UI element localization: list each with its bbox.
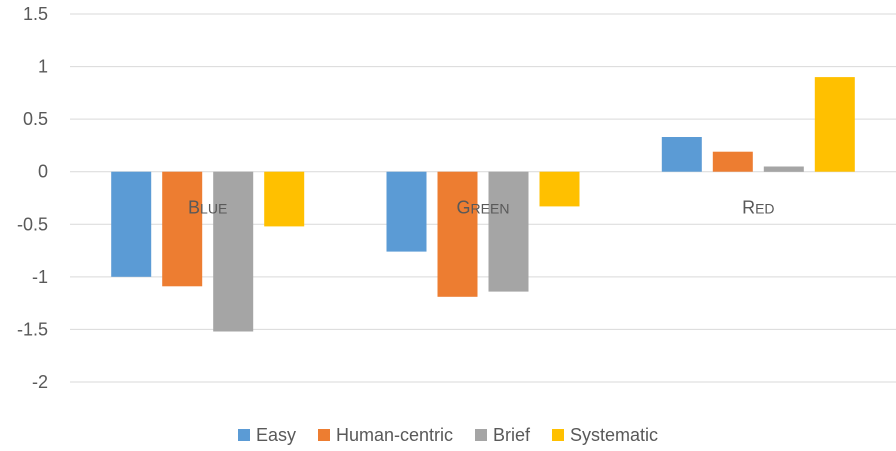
legend-label: Easy [255, 424, 296, 445]
legend-label: Human-centric [335, 424, 454, 445]
category-labels: BLUE GREEN RED [188, 198, 775, 218]
bar-human-centric-blue [162, 171, 203, 287]
legend-label: Systematic [570, 424, 659, 445]
category-label-blue: BLUE [188, 198, 227, 218]
category-label-red: RED [742, 198, 774, 218]
y-tick-label: -0.5 [17, 214, 48, 234]
bar-easy-green [386, 171, 427, 252]
legend-item-human-centric: Human-centric [317, 424, 454, 446]
legend-label: Brief [493, 424, 531, 445]
bar-human-centric-green [437, 171, 478, 297]
y-tick-label: -1.5 [17, 319, 48, 339]
bar-systematic-green [539, 171, 580, 207]
bar-brief-red [763, 166, 804, 172]
y-tick-label: -2 [32, 372, 48, 392]
gridlines [70, 13, 896, 383]
bar-brief-blue [213, 171, 254, 332]
bar-series [111, 77, 855, 332]
y-tick-label: -1 [32, 267, 48, 287]
y-tick-label: 1 [38, 57, 48, 77]
legend-item-easy: Easy [237, 424, 296, 446]
legend-swatch [475, 429, 488, 441]
bar-brief-green [488, 171, 529, 292]
legend-item-systematic: Systematic [552, 425, 658, 446]
legend-swatch [317, 429, 330, 441]
y-tick-label: 1.5 [23, 4, 48, 24]
y-axis-tick-labels: 1.5 1 0.5 0 -0.5 -1 -1.5 -2 [17, 4, 48, 392]
bar-systematic-red [814, 77, 855, 172]
bar-systematic-blue [264, 171, 305, 227]
bar-human-centric-red [712, 151, 753, 172]
legend-swatch [552, 429, 565, 441]
bar-easy-blue [111, 171, 152, 277]
y-tick-label: 0.5 [23, 109, 48, 129]
bar-easy-red [661, 137, 702, 172]
legend: Easy Human-centric Brief Systematic [0, 422, 896, 448]
legend-swatch [237, 429, 250, 441]
category-label-green: GREEN [457, 198, 510, 218]
y-tick-label: 0 [38, 162, 48, 182]
legend-item-brief: Brief [475, 425, 530, 446]
